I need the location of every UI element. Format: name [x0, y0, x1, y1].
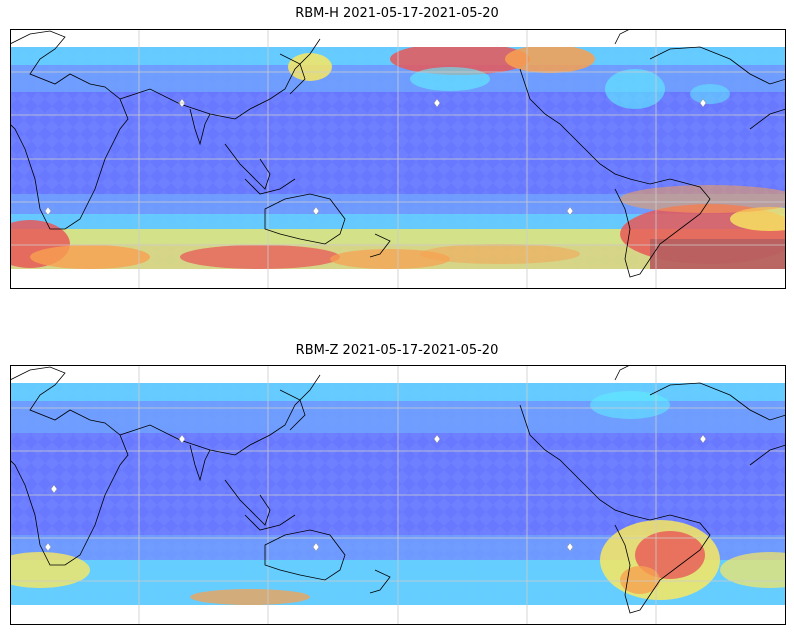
map-panel-rbm-h — [10, 29, 786, 289]
coastlines — [10, 365, 786, 614]
panel-title-rbm-z: RBM-Z 2021-05-17-2021-05-20 — [295, 343, 499, 358]
map-panel-rbm-z — [10, 365, 786, 625]
coastlines — [10, 29, 786, 278]
station-markers — [44, 98, 707, 216]
map-frame — [10, 29, 786, 289]
station-markers — [44, 434, 707, 552]
map-frame — [10, 365, 786, 625]
gridlines — [10, 29, 786, 289]
panel-title-rbm-h: RBM-H 2021-05-17-2021-05-20 — [295, 6, 499, 21]
gridlines — [10, 365, 786, 625]
